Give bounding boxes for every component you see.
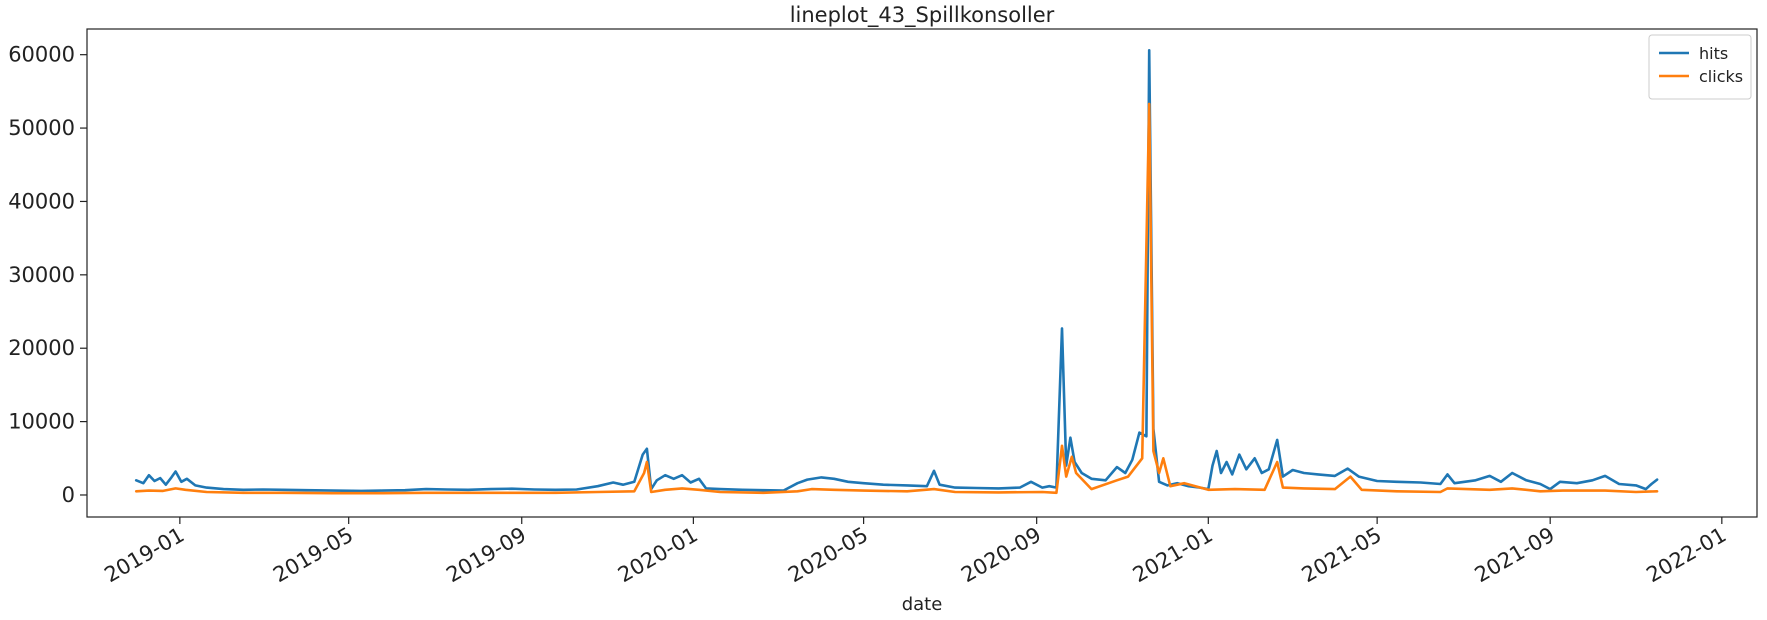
y-tick-label: 60000 <box>8 43 75 67</box>
x-axis: 2019-01 2019-05 2019-09 2020-01 2020-05 2020-… <box>100 517 1730 587</box>
y-tick-label: 10000 <box>8 410 75 434</box>
y-tick-label: 0 <box>62 483 75 507</box>
y-tick-label: 40000 <box>8 189 75 213</box>
plot-area <box>86 28 1758 518</box>
x-tick-label: 2020-01 <box>614 523 702 588</box>
legend: hits clicks <box>1648 34 1752 100</box>
x-tick-label: 2019-05 <box>269 523 357 588</box>
x-tick-label: 2021-09 <box>1471 523 1559 588</box>
y-tick-label: 30000 <box>8 263 75 287</box>
x-tick-label: 2019-01 <box>100 523 188 588</box>
x-tick-label: 2019-09 <box>442 523 530 588</box>
y-tick-label: 50000 <box>8 116 75 140</box>
x-tick-label: 2021-01 <box>1129 523 1217 588</box>
chart-title: lineplot_43_Spillkonsoller <box>790 3 1055 28</box>
x-tick-label: 2020-09 <box>957 523 1045 588</box>
legend-label-hits: hits <box>1699 44 1728 63</box>
legend-box <box>1648 34 1752 100</box>
legend-label-clicks: clicks <box>1699 67 1743 86</box>
x-tick-label: 2021-05 <box>1298 523 1386 588</box>
y-tick-label: 20000 <box>8 336 75 360</box>
x-tick-label: 2020-05 <box>784 523 872 588</box>
x-tick-label: 2022-01 <box>1642 523 1730 588</box>
x-axis-label: date <box>902 594 943 615</box>
y-axis: 0 10000 20000 30000 40000 50000 60000 <box>8 43 87 507</box>
series-line-hits <box>134 49 1659 493</box>
series-line-clicks <box>134 102 1659 495</box>
series-lines <box>134 49 1659 495</box>
